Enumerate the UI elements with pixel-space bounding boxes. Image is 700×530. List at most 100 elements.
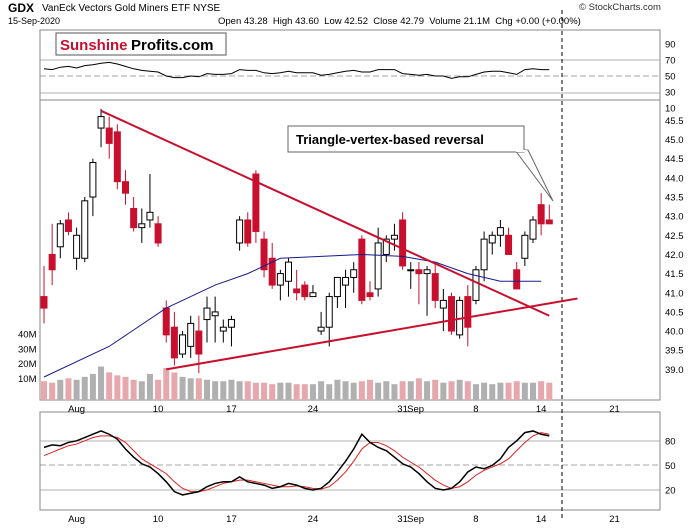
- candle-body: [464, 296, 472, 328]
- sunshine-profits-logo: Sunshine Profits.com: [55, 32, 227, 56]
- volume-bar: [244, 381, 251, 400]
- volume-bar: [309, 384, 316, 400]
- volume-bars: [41, 366, 553, 400]
- volume-bar: [342, 381, 349, 400]
- candle-body: [48, 253, 56, 271]
- volume-bar: [301, 384, 308, 400]
- volume-bar: [358, 381, 365, 400]
- volume-tick-label: 40M: [18, 330, 37, 341]
- candle-body: [64, 219, 72, 232]
- candle-body: [236, 219, 244, 244]
- stoch-panel-frame: [39, 411, 661, 511]
- stoch-tick-label: 80: [665, 436, 676, 447]
- volume-bar: [220, 381, 227, 400]
- date-label: 8: [473, 514, 478, 525]
- candle-body: [105, 127, 113, 144]
- price-tick-label: 44.5: [665, 154, 684, 165]
- volume-bar: [204, 379, 210, 400]
- candle-body: [252, 173, 260, 232]
- price-tick-label: 45.5: [665, 116, 684, 127]
- price-tick-label: 42.5: [665, 231, 684, 242]
- volume-bar: [489, 384, 496, 400]
- volume-bar: [407, 381, 414, 400]
- candle-body: [505, 234, 513, 255]
- volume-tick-label: 20M: [18, 359, 37, 370]
- security-name: VanEck Vectors Gold Miners ETF NYSE: [42, 3, 220, 14]
- volume-bar: [236, 381, 243, 400]
- volume-bar: [41, 381, 47, 400]
- price-tick-label: 45.0: [665, 135, 684, 146]
- candle-body: [301, 284, 309, 298]
- price-tick-label: 42.0: [665, 250, 684, 261]
- date-label: 8: [473, 404, 478, 415]
- candle-body: [170, 326, 178, 359]
- date-label: 31: [397, 404, 408, 415]
- volume-bar: [163, 368, 170, 400]
- candle-body: [56, 223, 64, 248]
- volume-bar: [187, 378, 194, 400]
- candle-body: [350, 269, 358, 278]
- candle-body: [179, 334, 187, 355]
- volume-bar: [65, 378, 72, 400]
- axis-ticks: 45.5 45.0 44.5 44.0 43.5 43.0 42.5 42.0 41.5 41.0…: [18, 40, 684, 526]
- candle-body: [390, 234, 398, 240]
- price-tick-label: 43.0: [665, 212, 684, 223]
- volume-bar: [375, 382, 382, 400]
- moving-average-line: [43, 253, 542, 378]
- volume-bar: [318, 381, 325, 400]
- volume-bar: [350, 382, 357, 400]
- candle-body: [545, 219, 553, 225]
- volume-bar: [81, 376, 88, 400]
- volume-bar: [277, 382, 284, 400]
- date-label: 17: [226, 514, 237, 525]
- volume-bar: [130, 379, 137, 400]
- price-tick-label: 39.0: [665, 365, 684, 376]
- date-label: 24: [308, 514, 319, 525]
- volume-bar: [57, 379, 64, 400]
- rsi-tick-label: 70: [665, 56, 676, 67]
- volume-bar: [472, 384, 479, 400]
- rsi-tick-label: 90: [665, 40, 676, 51]
- volume-bar: [269, 384, 276, 400]
- volume-bar: [513, 381, 520, 400]
- volume-bar: [49, 382, 56, 400]
- volume-bar: [285, 382, 292, 400]
- stoch-d-line: [43, 432, 550, 493]
- candle-body: [130, 207, 138, 229]
- stockcharts-brand: © StockCharts.com: [579, 2, 661, 13]
- volume-tick-label: 30M: [18, 344, 37, 355]
- volume-bar: [424, 381, 431, 400]
- date-label: 14: [536, 404, 547, 415]
- volume-bar: [367, 379, 373, 400]
- candle-body: [325, 296, 333, 328]
- candle-body: [407, 269, 415, 272]
- volume-bar: [261, 382, 268, 400]
- volume-bar: [497, 382, 504, 400]
- date-label: 31: [397, 514, 408, 525]
- price-tick-label: 41.0: [665, 288, 684, 299]
- volume-bar: [530, 382, 536, 400]
- volume-bar: [122, 376, 129, 400]
- candle-body: [203, 307, 211, 321]
- volume-bar: [252, 382, 259, 400]
- volume-bar: [155, 379, 162, 400]
- rsi-tick-label: 30: [665, 88, 676, 99]
- volume-bar: [73, 379, 80, 400]
- price-panel-frame: [39, 99, 661, 401]
- candle-body: [260, 238, 268, 271]
- candle-body: [89, 162, 97, 198]
- date-label: Aug: [68, 404, 85, 415]
- candle-body: [73, 234, 81, 259]
- candle-body: [423, 269, 431, 275]
- rsi-tick-label: 50: [665, 72, 676, 83]
- volume-bar: [521, 382, 528, 400]
- reversal-annotation: Triangle-vertex-based reversal: [287, 125, 554, 202]
- candle-body: [472, 269, 480, 301]
- date-label: Sep: [407, 514, 424, 525]
- candle-body: [439, 299, 447, 309]
- date-label: 21: [609, 404, 620, 415]
- candle-body: [537, 204, 545, 225]
- candle-body: [162, 307, 170, 336]
- ticker-symbol: GDX: [8, 1, 35, 15]
- date-label: 10: [153, 404, 164, 415]
